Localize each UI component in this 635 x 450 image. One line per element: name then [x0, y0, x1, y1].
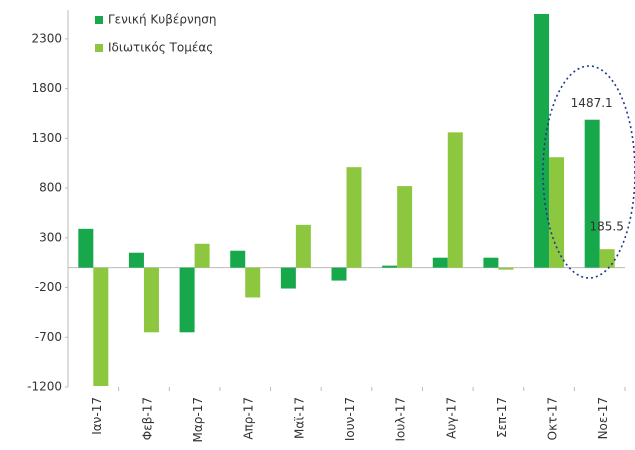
bar [498, 267, 514, 270]
x-tick-label: Μαρ-17 [191, 397, 205, 442]
legend-label: Ιδιωτικός Τομέας [108, 41, 213, 55]
bar [599, 249, 615, 268]
y-tick-label: 1300 [31, 131, 62, 145]
bar [483, 257, 499, 268]
plot: -1200 -700 -200 300 800 1300 1800 2300 Ιαν-17 Φεβ… [27, 10, 626, 442]
legend-swatch [95, 16, 103, 24]
bar [280, 267, 296, 289]
x-tick-label: Απρ-17 [242, 397, 256, 440]
y-tick-label: -200 [35, 280, 62, 294]
y-tick-label: 300 [39, 230, 62, 244]
bar [78, 228, 94, 268]
x-tick-label: Ιουν-17 [343, 397, 357, 441]
data-label: 185.5 [590, 220, 624, 234]
highlight-ellipse [542, 65, 635, 279]
legend-label: Γενική Κυβέρνηση [108, 13, 217, 27]
bar [432, 257, 448, 268]
bar [230, 250, 246, 268]
y-tick-label: -700 [35, 330, 62, 344]
data-label: 1487.1 [571, 96, 613, 110]
bar [331, 267, 347, 281]
y-tick-label: 800 [39, 181, 62, 195]
bar [549, 157, 565, 268]
y-tick-label: -1200 [27, 380, 62, 394]
x-tick-label: Σεπ-17 [495, 397, 509, 438]
y-tick-label: 2300 [31, 31, 62, 45]
x-tick-label: Μαϊ-17 [292, 397, 306, 439]
bar [194, 243, 210, 268]
bar [93, 267, 109, 387]
bar [584, 119, 600, 268]
x-tick-label: Ιουλ-17 [394, 397, 408, 442]
x-tick-label: Ιαν-17 [90, 397, 104, 435]
bar [382, 265, 398, 268]
x-tick-label: Οκτ-17 [546, 397, 560, 440]
bar [397, 186, 413, 268]
bar [179, 267, 195, 333]
bar [534, 14, 550, 268]
y-tick-label: 1800 [31, 81, 62, 95]
x-tick-label: Νοε-17 [596, 397, 610, 439]
bar [128, 252, 144, 268]
bar [346, 167, 362, 268]
bar [245, 267, 261, 298]
bar [143, 267, 159, 333]
bar [447, 132, 463, 268]
bar [295, 224, 311, 268]
x-tick-label: Φεβ-17 [140, 397, 154, 440]
legend-swatch [95, 44, 103, 52]
x-tick-label: Αυγ-17 [444, 397, 458, 439]
